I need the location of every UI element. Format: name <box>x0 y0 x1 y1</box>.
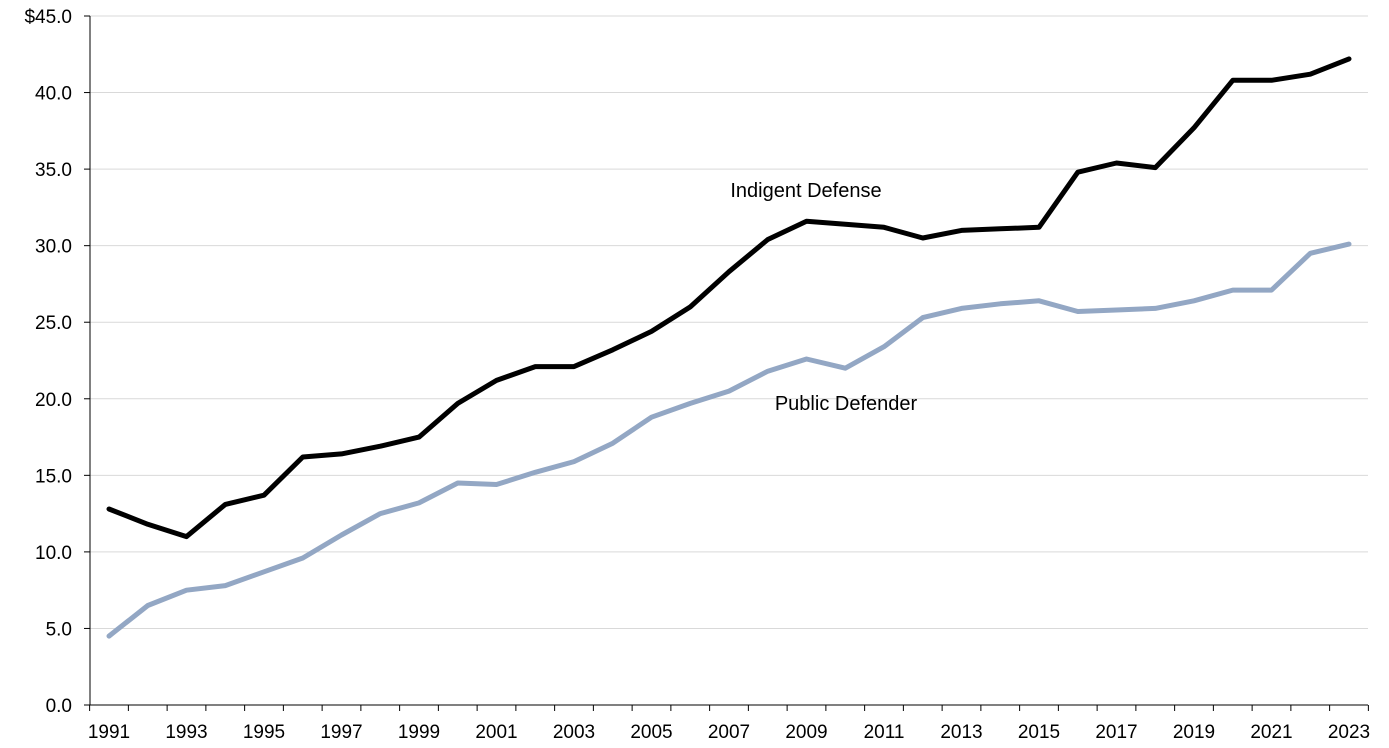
y-tick-label: 30.0 <box>35 237 72 258</box>
x-tick-label: 1999 <box>398 722 440 743</box>
x-axis-ticks: 1991 1993 1995 1997 1999 2001 2003 2005 2007 2009… <box>88 705 1370 743</box>
y-axis-ticks: 0.0 5.0 10.0 15.0 20.0 25.0 30.0 35.0 40.0 $45.0 <box>24 7 90 717</box>
x-tick-label: 2007 <box>708 722 750 743</box>
y-tick-label: 10.0 <box>35 543 72 564</box>
x-tick-label: 2015 <box>1018 722 1060 743</box>
x-tick-label: 2011 <box>864 722 905 743</box>
y-tick-label: 25.0 <box>35 313 72 334</box>
gridlines <box>90 15 1368 629</box>
x-tick-label: 1995 <box>243 722 285 743</box>
axes <box>89 16 1368 706</box>
x-tick-label: 2009 <box>785 722 827 743</box>
x-tick-label: 2001 <box>475 722 517 743</box>
y-tick-label: 0.0 <box>46 696 72 717</box>
series-labels: Indigent Defense Public Defender <box>730 180 917 415</box>
x-tick-label: 2023 <box>1328 722 1370 743</box>
y-tick-label: 5.0 <box>46 619 72 640</box>
x-tick-label: 1991 <box>88 722 130 743</box>
x-tick-label: 2019 <box>1173 722 1215 743</box>
x-tick-label: 1993 <box>165 722 207 743</box>
y-tick-label: 40.0 <box>35 84 72 105</box>
x-tick-label: 2003 <box>553 722 595 743</box>
x-tick-label: 2005 <box>630 722 672 743</box>
series-lines <box>106 56 1352 639</box>
series-line-indigent-defense <box>106 56 1352 540</box>
x-tick-label: 1997 <box>320 722 362 743</box>
y-tick-label: 20.0 <box>35 390 72 411</box>
x-tick-label: 2017 <box>1095 722 1137 743</box>
y-tick-label: $45.0 <box>24 7 72 28</box>
series-label-indigent-defense: Indigent Defense <box>730 180 881 202</box>
y-tick-label: 15.0 <box>35 466 72 487</box>
x-tick-label: 2013 <box>940 722 982 743</box>
y-tick-label: 35.0 <box>35 160 72 181</box>
series-label-public-defender: Public Defender <box>775 393 918 415</box>
x-tick-label: 2021 <box>1250 722 1292 743</box>
series-line-public-defender <box>106 241 1352 639</box>
